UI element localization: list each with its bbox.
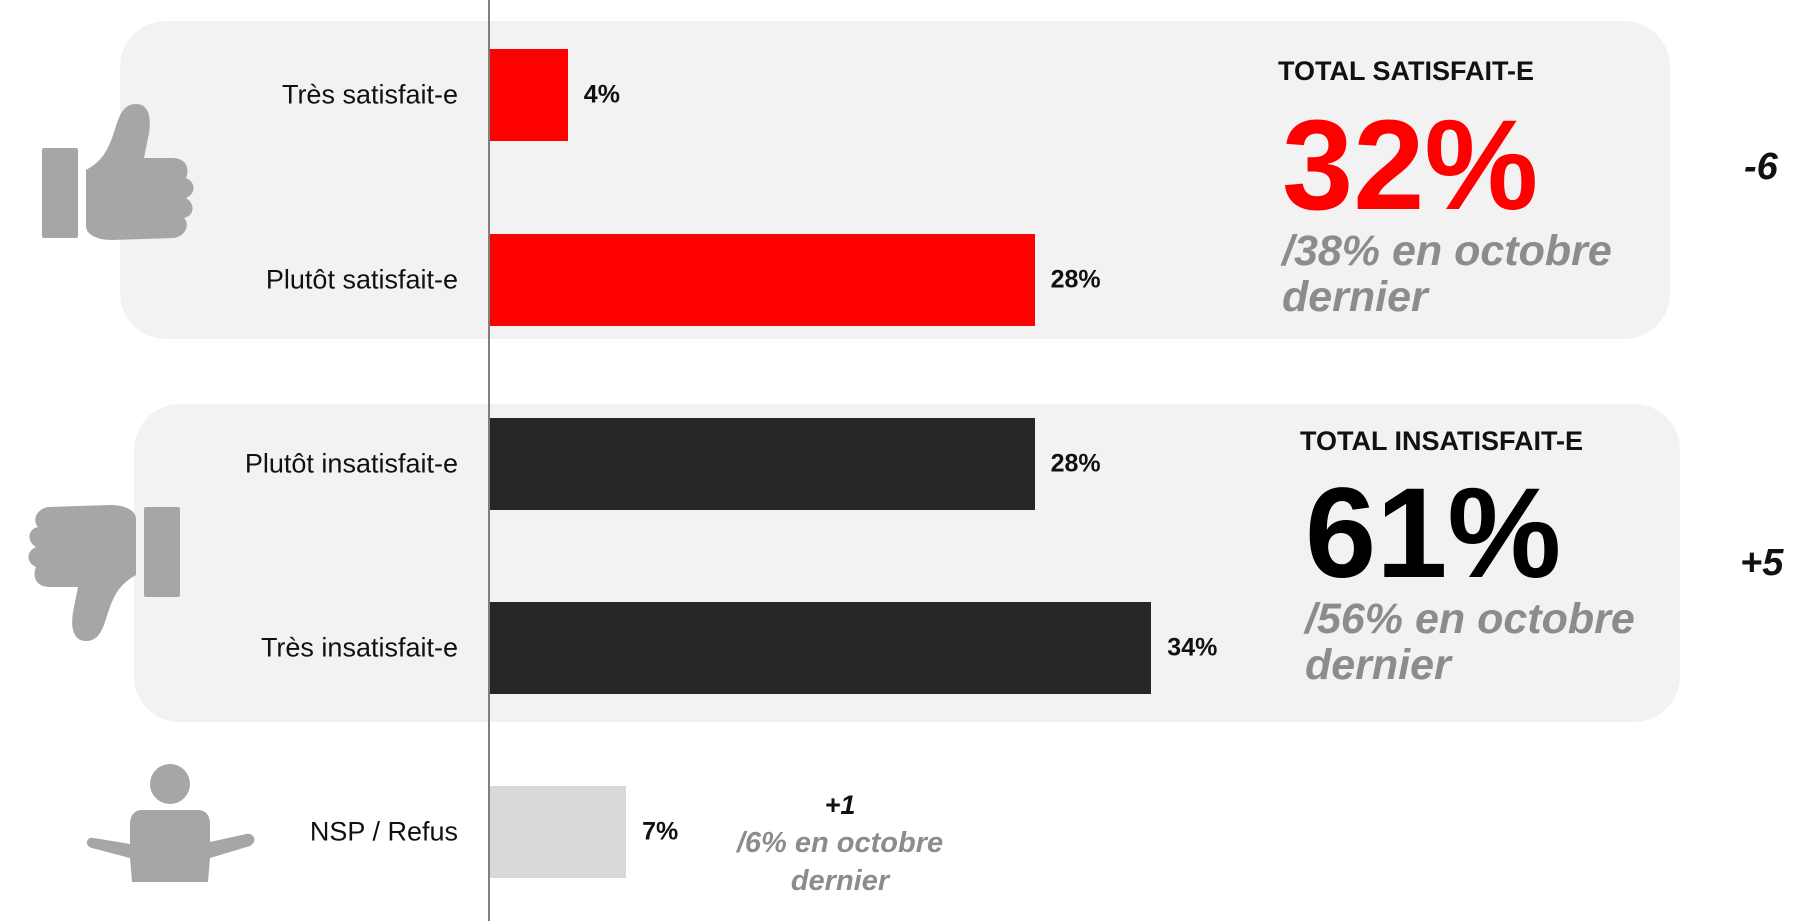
data-label: 7% [642,817,679,846]
dissatisfied-total-title: TOTAL INSATISFAIT-E [1300,426,1584,456]
dissatisfied-previous-value: /56% en octobre dernier [1305,595,1635,689]
nsp-delta: +1 [824,790,856,820]
data-label: 28% [1050,449,1101,478]
category-label: Très satisfait-e [281,79,458,110]
shrug-person-icon [86,764,255,882]
category-label: Plutôt satisfait-e [265,264,458,295]
satisfied-delta: -6 [1744,146,1778,188]
data-label: 34% [1167,633,1218,662]
nsp-previous-value: /6% en octobre dernier [736,827,944,897]
dissatisfied-delta: +5 [1740,542,1784,584]
bar [490,234,1035,326]
category-label: Très insatisfait-e [260,632,458,663]
thumbs-up-icon [42,104,194,240]
data-label: 28% [1050,265,1101,294]
category-label: Plutôt insatisfait-e [244,448,458,479]
bar [490,602,1152,694]
chart-axis-line [488,0,490,921]
satisfied-previous-value: /38% en octobre dernier [1282,227,1612,321]
thumbs-down-icon [28,505,180,641]
satisfied-total-value: 32% [1282,94,1539,237]
data-label: 4% [583,80,620,109]
bar [490,49,568,141]
bar [490,418,1035,510]
category-label: NSP / Refus [309,816,458,847]
dissatisfied-total-value: 61% [1305,462,1562,605]
satisfied-total-title: TOTAL SATISFAIT-E [1278,56,1535,86]
bar [490,786,627,878]
